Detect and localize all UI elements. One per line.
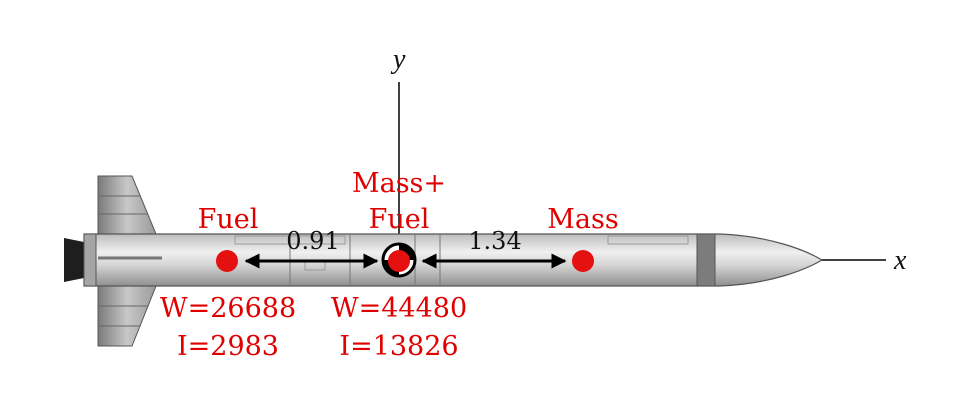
lower-fin [97,285,157,347]
combined-label-line1: Mass+ [352,168,446,199]
distance-label-mass: 1.34 [468,227,521,255]
x-axis-label: x [893,245,907,276]
fuel-weight: W=26688 [160,293,296,324]
fuel-point [216,250,238,272]
mass-label: Mass [547,204,618,235]
combined-label-line2: Fuel [369,204,430,235]
nozzle [64,238,84,282]
combined-point [388,250,410,272]
y-axis-label: y [390,44,406,75]
distance-label-fuel: 0.91 [286,227,339,255]
combined-weight: W=44480 [331,293,467,324]
fuel-label: Fuel [198,204,259,235]
combined-inertia: I=13826 [339,331,458,362]
upper-fin [97,175,157,235]
fuel-inertia: I=2983 [177,331,279,362]
mass-point [572,250,594,272]
